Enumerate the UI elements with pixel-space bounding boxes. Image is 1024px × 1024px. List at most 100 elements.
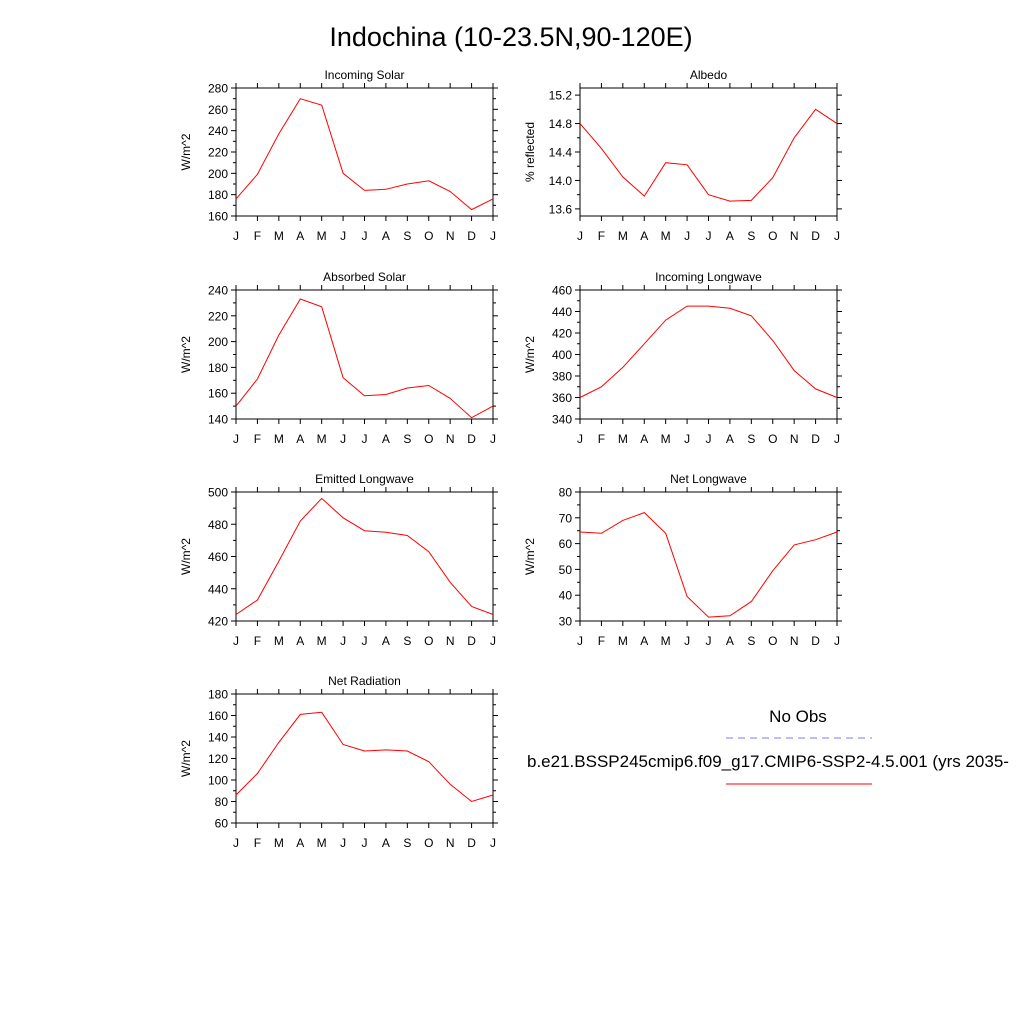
- chart-absorbed-solar-xtick-label: N: [446, 432, 455, 446]
- chart-net-longwave-ytick-label: 70: [559, 511, 573, 525]
- chart-net-radiation-xtick-label: O: [424, 836, 433, 850]
- chart-incoming-solar-ytick-label: 260: [208, 103, 228, 117]
- chart-net-radiation-frame: [235, 693, 494, 824]
- chart-albedo-xtick-label: A: [640, 229, 648, 243]
- chart-net-longwave-xtick-label: M: [618, 634, 628, 648]
- chart-incoming-longwave-frame: [579, 289, 838, 420]
- chart-net-longwave-ytick-label: 40: [559, 589, 573, 603]
- chart-net-radiation-xtick-label: M: [274, 836, 284, 850]
- chart-emitted-longwave-xtick-label: J: [362, 634, 368, 648]
- legend-obs-label: No Obs: [769, 707, 827, 726]
- chart-absorbed-solar-title: Absorbed Solar: [323, 270, 406, 284]
- chart-net-longwave-xtick-label: S: [747, 634, 755, 648]
- chart-net-radiation-ylabel: W/m^2: [179, 740, 193, 777]
- chart-albedo-xtick-label: J: [577, 229, 583, 243]
- chart-incoming-longwave-xtick-label: J: [577, 432, 583, 446]
- chart-net-longwave-xtick-label: J: [684, 634, 690, 648]
- chart-absorbed-solar-ytick-label: 220: [208, 309, 228, 323]
- chart-incoming-solar-frame: [235, 87, 494, 217]
- chart-net-longwave-xtick-label: O: [768, 634, 777, 648]
- chart-albedo-xtick-label: M: [618, 229, 628, 243]
- chart-net-radiation-ytick-label: 140: [208, 731, 228, 745]
- chart-albedo-xtick-label: A: [726, 229, 734, 243]
- chart-incoming-longwave-ytick-label: 360: [552, 391, 572, 405]
- chart-emitted-longwave-xtick-label: J: [490, 634, 496, 648]
- chart-albedo-xtick-label: F: [598, 229, 605, 243]
- chart-absorbed-solar-ytick-label: 140: [208, 413, 228, 427]
- chart-incoming-solar-ytick-label: 180: [208, 188, 228, 202]
- chart-emitted-longwave-ytick-label: 460: [208, 550, 228, 564]
- chart-incoming-longwave-xtick-label: M: [618, 432, 628, 446]
- chart-albedo-xtick-label: O: [768, 229, 777, 243]
- chart-absorbed-solar-xtick-label: J: [340, 432, 346, 446]
- chart-incoming-longwave-ytick-label: 420: [552, 327, 572, 341]
- chart-albedo-title: Albedo: [690, 68, 728, 82]
- chart-incoming-longwave-ytick-label: 400: [552, 348, 572, 362]
- chart-absorbed-solar-xtick-label: M: [274, 432, 284, 446]
- chart-net-longwave-xtick-label: J: [834, 634, 840, 648]
- panel-absorbed-solar: J F M A M J J A S O N D J140160180200220240Absorbed …: [179, 270, 498, 446]
- chart-absorbed-solar-series-line: [235, 298, 494, 419]
- chart-absorbed-solar-xtick-label: A: [296, 432, 304, 446]
- chart-incoming-solar-xtick-label: A: [296, 229, 304, 243]
- chart-net-radiation-ytick-label: 120: [208, 752, 228, 766]
- chart-incoming-solar-xtick-label: J: [490, 229, 496, 243]
- chart-incoming-solar-xtick-label: O: [424, 229, 433, 243]
- chart-emitted-longwave-ytick-label: 420: [208, 615, 228, 629]
- chart-albedo-xtick-label: J: [684, 229, 690, 243]
- chart-incoming-longwave-xtick-label: N: [790, 432, 799, 446]
- chart-emitted-longwave-ytick-label: 500: [208, 486, 228, 500]
- chart-incoming-longwave-xtick-label: J: [684, 432, 690, 446]
- chart-net-longwave-series-line: [579, 512, 838, 618]
- chart-net-longwave-xtick-label: N: [790, 634, 799, 648]
- chart-albedo-ytick-label: 14.8: [549, 117, 573, 131]
- chart-absorbed-solar-xtick-label: M: [317, 432, 327, 446]
- panel-incoming-solar: J F M A M J J A S O N D J160180200220240260280Incomi…: [179, 68, 498, 243]
- chart-incoming-longwave-ytick-label: 460: [552, 284, 572, 298]
- chart-net-radiation-ytick-label: 180: [208, 688, 228, 702]
- chart-net-longwave-xtick-label: A: [640, 634, 648, 648]
- chart-incoming-solar-ytick-label: 240: [208, 124, 228, 138]
- chart-albedo-ytick-label: 13.6: [549, 202, 573, 216]
- chart-net-longwave-xtick-label: A: [726, 634, 734, 648]
- chart-net-radiation-xtick-label: J: [362, 836, 368, 850]
- chart-incoming-longwave-ylabel: W/m^2: [523, 336, 537, 373]
- chart-incoming-solar-xtick-label: F: [254, 229, 261, 243]
- chart-albedo-ytick-label: 14.4: [549, 146, 573, 160]
- chart-emitted-longwave-title: Emitted Longwave: [315, 472, 414, 486]
- chart-net-longwave-ytick-label: 30: [559, 615, 573, 629]
- chart-emitted-longwave-xtick-label: O: [424, 634, 433, 648]
- chart-albedo-xtick-label: J: [706, 229, 712, 243]
- chart-absorbed-solar-xtick-label: D: [467, 432, 476, 446]
- chart-albedo-series-line: [579, 108, 838, 202]
- chart-incoming-solar-xtick-label: A: [382, 229, 390, 243]
- chart-emitted-longwave-xtick-label: M: [317, 634, 327, 648]
- legend-model-label: b.e21.BSSP245cmip6.f09_g17.CMIP6-SSP2-4.…: [527, 752, 1009, 771]
- chart-net-radiation-title: Net Radiation: [328, 674, 401, 688]
- chart-net-radiation-ytick-label: 160: [208, 709, 228, 723]
- chart-absorbed-solar-xtick-label: O: [424, 432, 433, 446]
- chart-incoming-solar-ytick-label: 220: [208, 146, 228, 160]
- chart-net-longwave-xtick-label: M: [661, 634, 671, 648]
- chart-absorbed-solar-xtick-label: S: [403, 432, 411, 446]
- chart-net-radiation-ytick-label: 80: [215, 795, 229, 809]
- chart-absorbed-solar-xtick-label: A: [382, 432, 390, 446]
- chart-net-longwave-title: Net Longwave: [670, 472, 747, 486]
- chart-net-radiation-xtick-label: D: [467, 836, 476, 850]
- chart-absorbed-solar-xtick-label: J: [490, 432, 496, 446]
- chart-net-longwave-frame: [579, 491, 838, 622]
- chart-incoming-longwave-xtick-label: F: [598, 432, 605, 446]
- chart-emitted-longwave-xtick-label: D: [467, 634, 476, 648]
- chart-emitted-longwave-xtick-label: F: [254, 634, 261, 648]
- chart-emitted-longwave-xtick-label: M: [274, 634, 284, 648]
- chart-incoming-solar-title: Incoming Solar: [324, 68, 404, 82]
- chart-emitted-longwave-xtick-label: A: [296, 634, 304, 648]
- chart-emitted-longwave-xtick-label: S: [403, 634, 411, 648]
- chart-net-radiation-ytick-label: 100: [208, 774, 228, 788]
- chart-incoming-longwave-xtick-label: O: [768, 432, 777, 446]
- chart-incoming-solar-series-line: [235, 98, 494, 211]
- chart-incoming-solar-xtick-label: J: [340, 229, 346, 243]
- chart-absorbed-solar-frame: [235, 289, 494, 420]
